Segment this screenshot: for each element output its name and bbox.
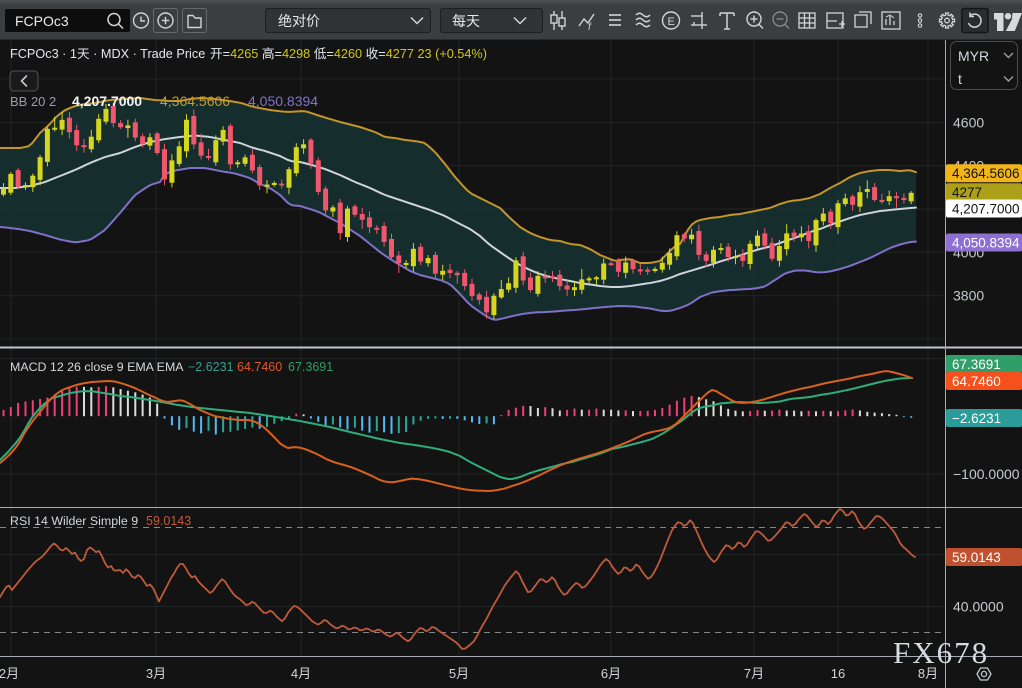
svg-text:MACD 12 26 close 9 EMA EMA: MACD 12 26 close 9 EMA EMA: [10, 360, 184, 374]
svg-text:4,364.5606: 4,364.5606: [160, 93, 230, 109]
svg-text:−2.6231: −2.6231: [952, 411, 1001, 426]
svg-text:BB 20 2: BB 20 2: [10, 94, 56, 109]
svg-text:RSI 14 Wilder Simple 9: RSI 14 Wilder Simple 9: [10, 514, 138, 528]
svg-text:FCPOc3 · 1天 · MDX · Trade Pric: FCPOc3 · 1天 · MDX · Trade Price: [10, 47, 205, 61]
svg-text:4,364.5606: 4,364.5606: [952, 166, 1020, 181]
svg-text:16: 16: [831, 666, 845, 681]
svg-text:67.3691: 67.3691: [288, 360, 333, 374]
svg-text:59.0143: 59.0143: [952, 550, 1001, 565]
svg-text:64.7460: 64.7460: [952, 374, 1001, 389]
svg-text:4,207.7000: 4,207.7000: [72, 93, 142, 109]
svg-text:FCPOc3: FCPOc3: [15, 13, 69, 29]
svg-text:f: f: [588, 22, 592, 33]
svg-text:E: E: [668, 16, 675, 28]
svg-text:6月: 6月: [601, 666, 621, 681]
svg-text:3月: 3月: [146, 666, 166, 681]
svg-text:8月: 8月: [918, 666, 938, 681]
svg-text:4277: 4277: [952, 185, 982, 200]
svg-text:3800: 3800: [953, 288, 984, 304]
svg-text:每天: 每天: [452, 13, 480, 29]
svg-text:−100.0000: −100.0000: [953, 466, 1020, 482]
svg-text:5月: 5月: [449, 666, 469, 681]
svg-text:4,207.7000: 4,207.7000: [952, 201, 1020, 216]
svg-text:FX678: FX678: [893, 635, 989, 670]
svg-text:绝对价: 绝对价: [278, 13, 320, 29]
svg-text:4600: 4600: [953, 115, 984, 131]
svg-text:59.0143: 59.0143: [146, 514, 191, 528]
svg-text:开=4265 高=4298 低=4260 收=4277 23: 开=4265 高=4298 低=4260 收=4277 23 (+0.54%): [210, 46, 487, 61]
svg-text:64.7460: 64.7460: [237, 360, 282, 374]
svg-text:40.0000: 40.0000: [953, 599, 1004, 615]
svg-text:4,050.8394: 4,050.8394: [952, 235, 1020, 250]
svg-text:2月: 2月: [0, 666, 19, 681]
svg-text:4月: 4月: [291, 666, 311, 681]
svg-text:7月: 7月: [744, 666, 764, 681]
svg-text:4,050.8394: 4,050.8394: [248, 93, 318, 109]
svg-text:−2.6231: −2.6231: [188, 360, 234, 374]
svg-text:67.3691: 67.3691: [952, 357, 1001, 372]
